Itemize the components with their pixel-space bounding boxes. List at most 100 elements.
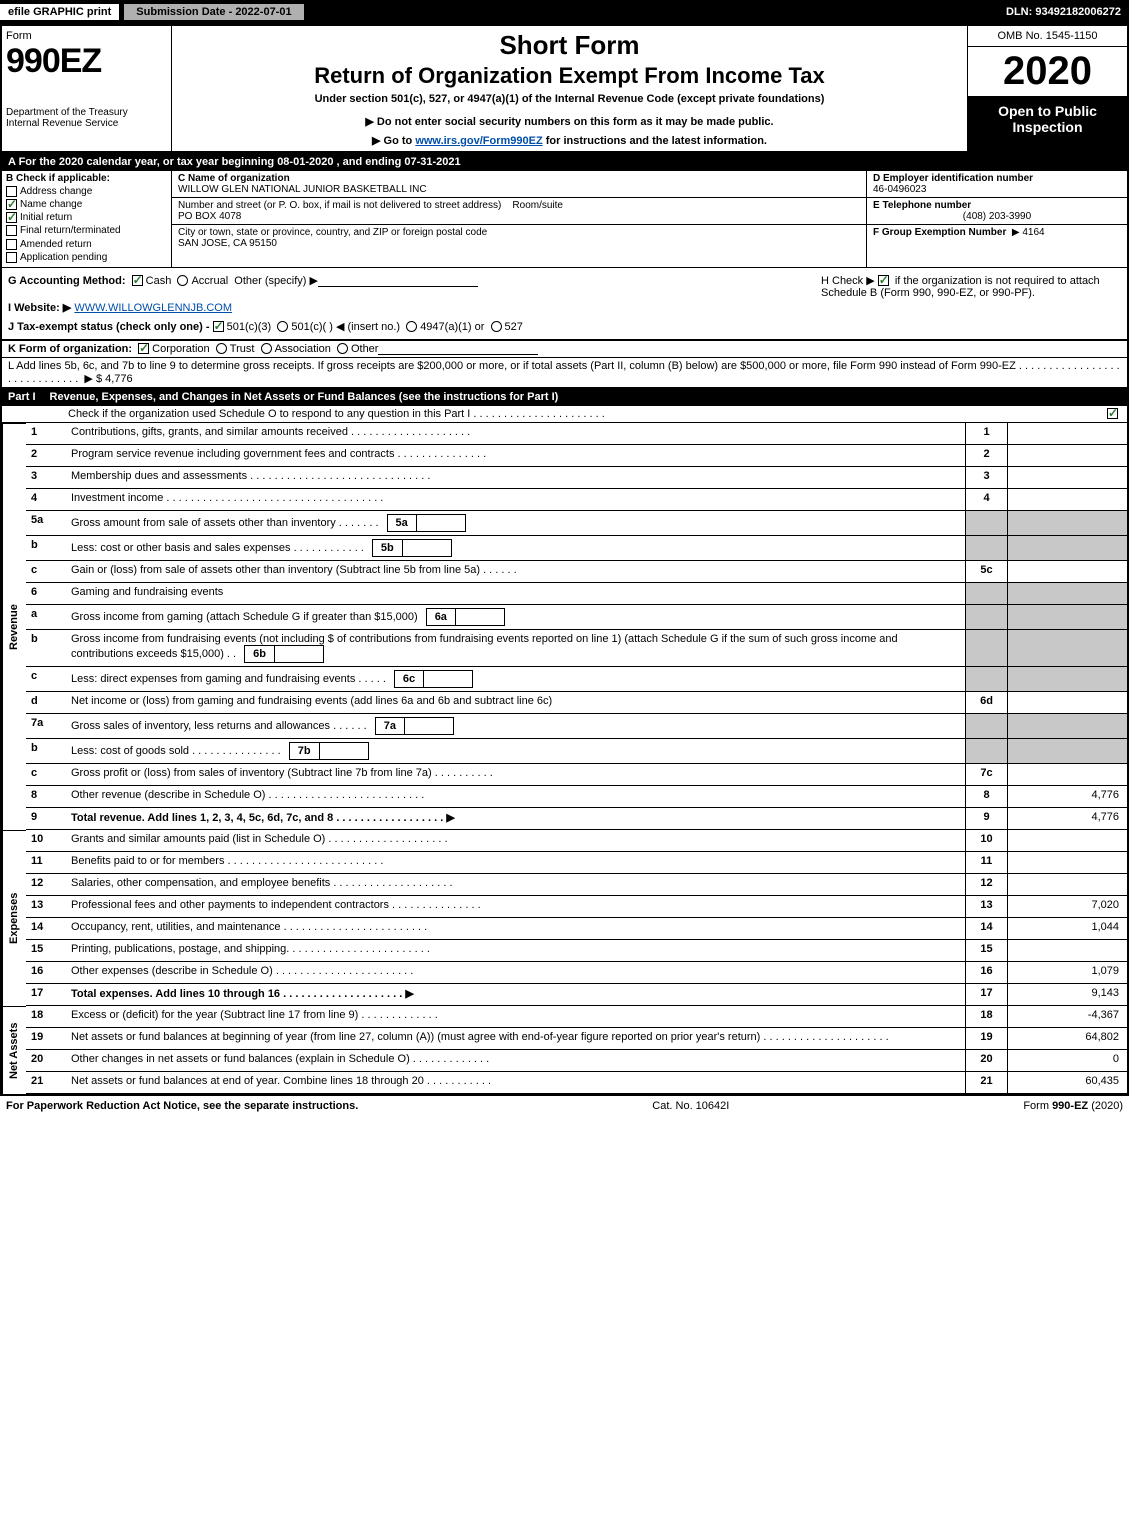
chk-cash[interactable] bbox=[132, 275, 143, 286]
line-ref: 13 bbox=[965, 896, 1007, 918]
part-1-label: Part I bbox=[8, 391, 50, 403]
chk-association[interactable] bbox=[261, 343, 272, 354]
line-desc: Grants and similar amounts paid (list in… bbox=[66, 830, 965, 852]
line-value bbox=[1007, 445, 1127, 467]
line-number: b bbox=[26, 739, 66, 764]
line-desc: Professional fees and other payments to … bbox=[66, 896, 965, 918]
line-desc: Other revenue (describe in Schedule O) .… bbox=[66, 786, 965, 808]
line-value bbox=[1007, 467, 1127, 489]
line-number: 6 bbox=[26, 583, 66, 605]
goto-pre: ▶ Go to bbox=[372, 135, 415, 147]
line-ref: 3 bbox=[965, 467, 1007, 489]
street-value: PO BOX 4078 bbox=[178, 211, 860, 222]
line-value bbox=[1007, 940, 1127, 962]
line-desc: Gain or (loss) from sale of assets other… bbox=[66, 561, 965, 583]
l-text: L Add lines 5b, 6c, and 7b to line 9 to … bbox=[8, 360, 1120, 385]
chk-accrual[interactable] bbox=[177, 275, 188, 286]
line-ref: 8 bbox=[965, 786, 1007, 808]
room-label: Room/suite bbox=[512, 200, 563, 211]
line-number: 19 bbox=[26, 1028, 66, 1050]
efile-print-label[interactable]: efile GRAPHIC print bbox=[0, 4, 119, 20]
box-def: D Employer identification number 46-0496… bbox=[867, 171, 1127, 267]
line-ref: 5c bbox=[965, 561, 1007, 583]
i-label: I Website: ▶ bbox=[8, 302, 71, 314]
org-name-row: C Name of organization WILLOW GLEN NATIO… bbox=[172, 171, 866, 198]
goto-post: for instructions and the latest informat… bbox=[543, 135, 767, 147]
chk-final-return[interactable]: Final return/terminated bbox=[6, 225, 167, 236]
line-value bbox=[1007, 423, 1127, 445]
line-value bbox=[1007, 511, 1127, 536]
side-revenue: Revenue bbox=[2, 423, 26, 830]
section-subtitle: Under section 501(c), 527, or 4947(a)(1)… bbox=[180, 93, 959, 105]
side-netassets: Net Assets bbox=[2, 1006, 26, 1094]
line-ref: 17 bbox=[965, 984, 1007, 1006]
chk-trust[interactable] bbox=[216, 343, 227, 354]
k-other-input[interactable] bbox=[378, 343, 538, 355]
chk-4947[interactable] bbox=[406, 321, 417, 332]
return-title: Return of Organization Exempt From Incom… bbox=[180, 63, 959, 89]
line-value bbox=[1007, 714, 1127, 739]
g-other-input[interactable] bbox=[318, 275, 478, 287]
chk-schedule-o[interactable] bbox=[1107, 408, 1118, 419]
group-exemption-label: F Group Exemption Number bbox=[873, 227, 1006, 238]
chk-application-pending[interactable]: Application pending bbox=[6, 252, 167, 263]
box-f: F Group Exemption Number ▶ 4164 bbox=[867, 225, 1127, 240]
l-amount: ▶ $ 4,776 bbox=[84, 373, 132, 385]
chk-other-org[interactable] bbox=[337, 343, 348, 354]
line-value: 1,079 bbox=[1007, 962, 1127, 984]
line-value: 4,776 bbox=[1007, 786, 1127, 808]
line-l: L Add lines 5b, 6c, and 7b to line 9 to … bbox=[0, 357, 1129, 388]
line-desc: Investment income . . . . . . . . . . . … bbox=[66, 489, 965, 511]
line-ref: 15 bbox=[965, 940, 1007, 962]
line-value bbox=[1007, 605, 1127, 630]
line-ref: 9 bbox=[965, 808, 1007, 830]
header-right: OMB No. 1545-1150 2020 Open to Public In… bbox=[967, 26, 1127, 151]
line-value bbox=[1007, 630, 1127, 667]
chk-name-change[interactable]: Name change bbox=[6, 199, 167, 210]
line-number: b bbox=[26, 630, 66, 667]
line-number: b bbox=[26, 536, 66, 561]
chk-schedule-b[interactable] bbox=[878, 275, 889, 286]
line-desc: Salaries, other compensation, and employ… bbox=[66, 874, 965, 896]
line-value bbox=[1007, 739, 1127, 764]
line-ref: 11 bbox=[965, 852, 1007, 874]
chk-amended-return[interactable]: Amended return bbox=[6, 239, 167, 250]
chk-501c[interactable] bbox=[277, 321, 288, 332]
line-value bbox=[1007, 667, 1127, 692]
line-desc: Gaming and fundraising events bbox=[66, 583, 965, 605]
chk-address-change[interactable]: Address change bbox=[6, 186, 167, 197]
irs-link[interactable]: www.irs.gov/Form990EZ bbox=[415, 135, 542, 147]
line-desc: Net assets or fund balances at end of ye… bbox=[66, 1072, 965, 1094]
line-ref: 4 bbox=[965, 489, 1007, 511]
line-number: 9 bbox=[26, 808, 66, 830]
form-header: Form 990EZ Department of the Treasury In… bbox=[0, 24, 1129, 153]
inner-box-5a: 5a bbox=[387, 514, 466, 532]
chk-501c3[interactable] bbox=[213, 321, 224, 332]
org-street-row: Number and street (or P. O. box, if mail… bbox=[172, 198, 866, 225]
paperwork-notice: For Paperwork Reduction Act Notice, see … bbox=[6, 1100, 358, 1112]
line-i: I Website: ▶ WWW.WILLOWGLENNJB.COM bbox=[8, 301, 813, 314]
line-ref: 6d bbox=[965, 692, 1007, 714]
j-label: J Tax-exempt status (check only one) - bbox=[8, 321, 210, 333]
line-value bbox=[1007, 764, 1127, 786]
website-link[interactable]: WWW.WILLOWGLENNJB.COM bbox=[74, 302, 232, 314]
line-desc: Program service revenue including govern… bbox=[66, 445, 965, 467]
line-ref: 1 bbox=[965, 423, 1007, 445]
tax-year: 2020 bbox=[968, 47, 1127, 97]
line-a-tax-year: A For the 2020 calendar year, or tax yea… bbox=[0, 153, 1129, 171]
line-number: 7a bbox=[26, 714, 66, 739]
line-ref bbox=[965, 630, 1007, 667]
chk-initial-return[interactable]: Initial return bbox=[6, 212, 167, 223]
line-number: 14 bbox=[26, 918, 66, 940]
line-desc: Gross amount from sale of assets other t… bbox=[66, 511, 965, 536]
form-label: Form bbox=[6, 30, 167, 42]
chk-corporation[interactable] bbox=[138, 343, 149, 354]
line-ref bbox=[965, 667, 1007, 692]
line-ref bbox=[965, 511, 1007, 536]
line-number: d bbox=[26, 692, 66, 714]
chk-527[interactable] bbox=[491, 321, 502, 332]
org-name-label: C Name of organization bbox=[178, 173, 860, 184]
inner-box-7a: 7a bbox=[375, 717, 454, 735]
line-value bbox=[1007, 583, 1127, 605]
ein-label: D Employer identification number bbox=[873, 173, 1121, 184]
